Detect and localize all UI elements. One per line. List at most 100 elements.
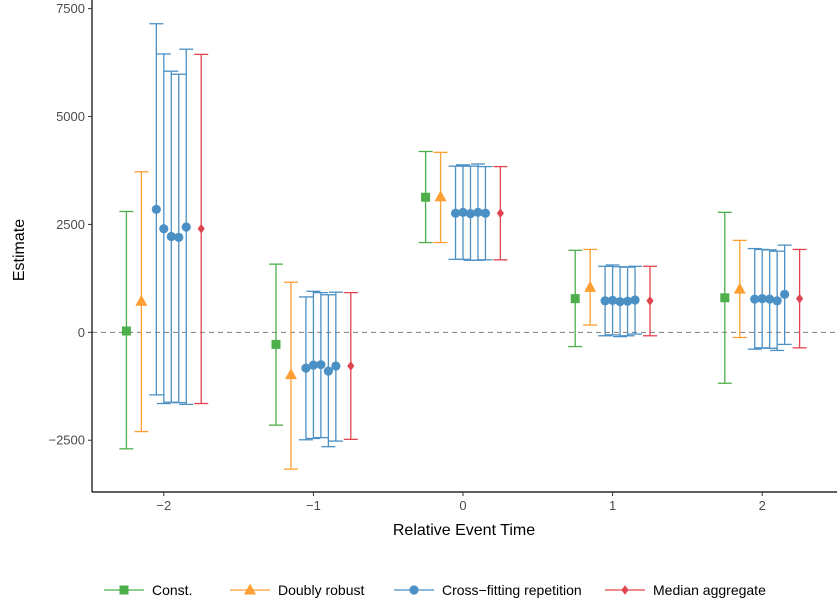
point-const [121, 326, 131, 336]
legend-item-doubly_robust: Doubly robust [230, 582, 364, 598]
errorbar-const [119, 210, 134, 450]
errorbar-cross_fitting [179, 48, 194, 406]
x-tick-label: 1 [609, 498, 616, 513]
errorbar-const [418, 150, 433, 244]
point-median [646, 296, 654, 306]
point-cross_fitting [159, 224, 169, 234]
point-median [197, 223, 205, 234]
y-tick-label: −2500 [48, 433, 85, 448]
point-cross_fitting [465, 209, 476, 219]
errorbar-median [643, 265, 658, 337]
legend-marker-doubly_robust [244, 583, 256, 595]
y-axis-title: Estimate [11, 219, 28, 281]
errorbar-cross_fitting [448, 165, 463, 261]
point-cross_fitting [323, 366, 333, 376]
errorbar-const [717, 211, 732, 384]
point-cross_fitting [316, 360, 326, 370]
errorbar-doubly_robust [583, 248, 598, 326]
legend-marker-cross_fitting [409, 585, 419, 595]
point-doubly_robust [733, 282, 746, 294]
errorbar-doubly_robust [134, 171, 149, 433]
point-cross_fitting [301, 363, 311, 373]
point-cross_fitting [473, 207, 483, 217]
errorbar-cross_fitting [613, 266, 628, 338]
x-tick-label: 0 [459, 498, 466, 513]
x-tick-label: −2 [156, 498, 171, 513]
errorbar-cross_fitting [164, 70, 179, 403]
plot-area [92, 23, 837, 470]
series-cross_fitting [149, 23, 792, 448]
errorbar-doubly_robust [732, 239, 747, 339]
point-cross_fitting [608, 295, 618, 305]
series-const [119, 150, 732, 450]
legend-label: Median aggregate [653, 582, 766, 598]
errorbar-cross_fitting [598, 265, 613, 337]
errorbar-median [194, 53, 209, 405]
errorbar-cross_fitting [328, 291, 343, 442]
legend-marker-const [119, 585, 129, 595]
point-median [496, 208, 505, 218]
point-cross_fitting [615, 297, 625, 307]
errorbar-doubly_robust [433, 151, 448, 244]
point-cross_fitting [757, 294, 767, 304]
point-cross_fitting [450, 208, 461, 218]
point-cross_fitting [750, 294, 760, 304]
legend-marker-median [621, 585, 629, 595]
point-cross_fitting [480, 208, 491, 218]
point-doubly_robust [135, 294, 148, 306]
point-cross_fitting [780, 289, 790, 299]
errorbar-median [493, 165, 508, 261]
x-tick-label: 2 [759, 498, 766, 513]
point-const [271, 339, 281, 349]
legend-item-cross_fitting: Cross−fitting repetition [394, 582, 582, 598]
errorbar-cross_fitting [171, 73, 186, 404]
point-median [347, 361, 355, 371]
errorbar-const [269, 263, 284, 426]
point-doubly_robust [434, 190, 447, 202]
errorbar-cross_fitting [156, 53, 171, 405]
y-tick-label: 0 [78, 325, 85, 340]
point-cross_fitting [181, 222, 191, 232]
point-cross_fitting [622, 296, 633, 306]
legend-label: Cross−fitting repetition [442, 582, 582, 598]
errorbar-cross_fitting [470, 163, 485, 261]
errorbar-cross_fitting [777, 244, 792, 346]
point-cross_fitting [331, 361, 341, 371]
errorbar-cross_fitting [762, 249, 777, 349]
errorbar-cross_fitting [149, 23, 164, 396]
x-axis-title: Relative Event Time [393, 522, 535, 539]
errorbar-median [343, 291, 358, 440]
point-median [796, 293, 804, 304]
errorbar-cross_fitting [605, 264, 620, 336]
y-tick-label: 7500 [56, 1, 85, 16]
errorbar-cross_fitting [628, 265, 643, 335]
legend-label: Const. [152, 582, 192, 598]
errorbar-cross_fitting [298, 296, 313, 441]
point-cross_fitting [151, 204, 161, 214]
point-cross_fitting [166, 231, 176, 242]
point-const [421, 192, 431, 202]
legend-item-const: Const. [104, 582, 192, 598]
errorbar-median [792, 248, 807, 349]
point-cross_fitting [458, 207, 468, 217]
y-tick-label: 2500 [56, 217, 85, 232]
point-cross_fitting [765, 294, 775, 304]
errorbar-cross_fitting [306, 290, 321, 440]
errorbar-cross_fitting [313, 291, 328, 439]
errorbar-const [568, 249, 583, 348]
point-const [720, 293, 730, 303]
point-cross_fitting [308, 360, 319, 370]
point-cross_fitting [630, 295, 640, 305]
legend: Const. Doubly robust Cross−fitting repetit… [104, 582, 766, 598]
errorbar-cross_fitting [747, 247, 762, 350]
errorbar-cross_fitting [321, 294, 336, 448]
errorbar-cross_fitting [770, 250, 785, 352]
point-cross_fitting [772, 296, 782, 306]
errorbar-cross_fitting [456, 164, 471, 261]
point-doubly_robust [584, 280, 597, 292]
errorbar-cross_fitting [478, 165, 493, 261]
axes: −2500 0 2500 5000 7500 −2 −1 0 1 2 [48, 0, 837, 513]
legend-label: Doubly robust [278, 582, 364, 598]
y-tick-label: 5000 [56, 109, 85, 124]
point-const [570, 294, 580, 304]
